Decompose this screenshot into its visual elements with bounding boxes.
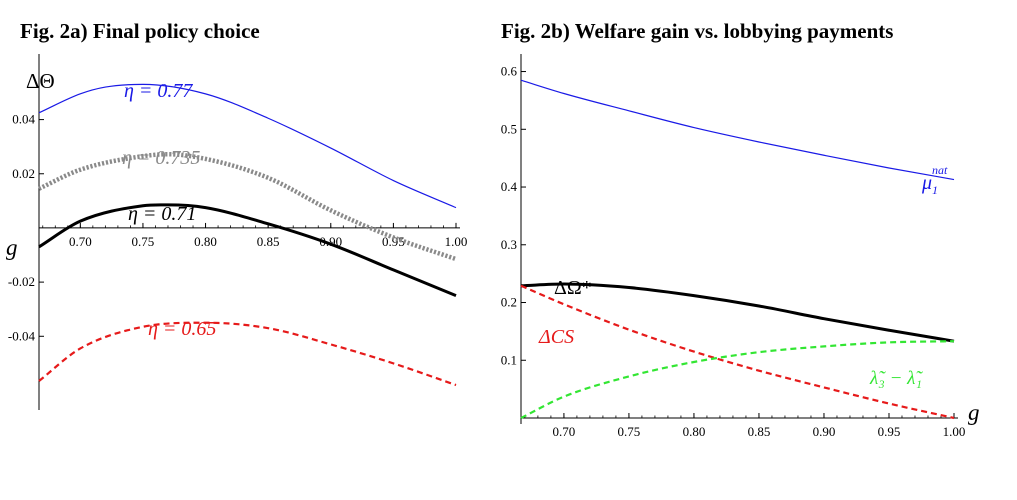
label-eta-065: η = 0.65 <box>148 318 216 340</box>
chart-b-series-line-0 <box>520 79 955 181</box>
label-mu-sub: 1 <box>932 183 938 197</box>
axis-a-ylabel: ΔΘ <box>26 69 55 93</box>
label-eta-0735: η = 0.735 <box>122 147 200 169</box>
chart-a-y-tick-label: 0.02 <box>12 166 35 181</box>
axis-a-xlabel: g <box>6 235 18 260</box>
label-delta-omega: ΔΩ* <box>554 277 592 299</box>
chart-b-x-tick-label: 0.75 <box>618 424 641 439</box>
axis-b-xlabel: g <box>968 400 980 425</box>
chart-b-y-tick-label: 0.4 <box>501 179 518 194</box>
label-mu-nat: μ1 nat <box>921 163 948 197</box>
label-mu-base: μ <box>921 172 932 194</box>
chart-b-y-tick-label: 0.2 <box>501 295 517 310</box>
chart-b-y-tick-label: 0.6 <box>501 64 518 79</box>
chart-a-x-tick-label: 0.80 <box>194 234 217 249</box>
chart-b-x-tick-label: 0.90 <box>813 424 836 439</box>
panel-b-title: Fig. 2b) Welfare gain vs. lobbying payme… <box>501 19 894 43</box>
chart-a-y-tick-label: -0.02 <box>8 274 35 289</box>
chart-b-y-tick-label: 0.1 <box>501 352 517 367</box>
chart-b-x-tick-label: 1.00 <box>943 424 966 439</box>
label-delta-cs: ΔCS <box>538 326 574 348</box>
chart-a-x-tick-label: 0.95 <box>382 234 405 249</box>
chart-a-x-tick-label: 0.85 <box>257 234 280 249</box>
chart-a: 0.70 0.75 0.80 0.85 0.90 0.95 1.00-0.04-0.020.… <box>6 54 468 410</box>
chart-a-series-line-3 <box>38 321 457 387</box>
chart-b-x-tick-label: 0.95 <box>878 424 901 439</box>
chart-b-series-line-2 <box>520 284 955 420</box>
chart-b-x-tick-label: 0.70 <box>553 424 576 439</box>
chart-a-x-tick-label: 0.70 <box>69 234 92 249</box>
label-lambda-diff: λ̃₃ − λ̃₁ <box>869 368 923 389</box>
chart-b-y-tick-label: 0.5 <box>501 121 517 136</box>
label-eta-071: η = 0.71 <box>128 203 196 225</box>
chart-a-series-line-2 <box>38 203 457 298</box>
chart-a-series-line-0 <box>38 83 457 209</box>
chart-b-series-line-3 <box>520 340 955 419</box>
label-mu-sup: nat <box>932 163 948 177</box>
chart-a-series-line-1 <box>38 152 457 262</box>
chart-a-x-tick-label: 0.75 <box>132 234 155 249</box>
chart-b-x-tick-label: 0.80 <box>683 424 706 439</box>
panel-a-title: Fig. 2a) Final policy choice <box>20 19 260 43</box>
chart-a-x-tick-label: 1.00 <box>445 234 468 249</box>
chart-a-y-tick-label: 0.04 <box>12 112 35 127</box>
chart-b-series-line-1 <box>520 282 955 343</box>
chart-a-y-tick-label: -0.04 <box>8 328 36 343</box>
chart-b-x-tick-label: 0.85 <box>748 424 771 439</box>
chart-b-y-tick-label: 0.3 <box>501 237 517 252</box>
label-eta-077: η = 0.77 <box>124 80 193 102</box>
